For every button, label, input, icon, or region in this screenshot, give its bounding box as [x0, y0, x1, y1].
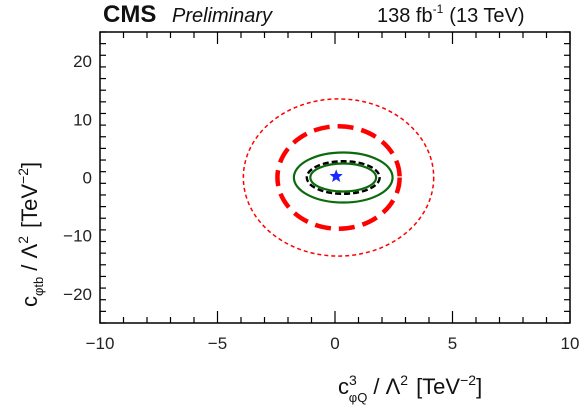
y-label-scale: / Λ [17, 243, 42, 270]
x-label-scale: / Λ [373, 374, 400, 399]
contour-lines [242, 98, 435, 257]
y-axis-label: cφtb / Λ2 [TeV−2] [15, 162, 46, 307]
x-label-unit-close: ] [476, 374, 482, 399]
lumi-exponent: -1 [433, 2, 444, 16]
best-fit-star [329, 169, 343, 182]
x-label-sup: 3 [349, 372, 357, 388]
x-label-scale-sup: 2 [400, 372, 408, 388]
contour-black-dashed [305, 160, 381, 195]
y-tick-label: −20 [63, 285, 92, 304]
y-label-sub: φtb [31, 277, 46, 296]
contour-green-outer [292, 151, 394, 204]
x-tick-label: −5 [208, 334, 227, 353]
x-label-unit: [TeV [416, 374, 460, 399]
contour-red-inner [275, 124, 402, 231]
lumi-value: 138 fb [377, 5, 433, 27]
x-label-unit-sup: −2 [460, 372, 476, 388]
contour-green-inner [309, 162, 378, 193]
best-fit-marker [329, 169, 343, 182]
y-tick-label: 10 [73, 110, 92, 129]
energy-label: (13 TeV) [449, 5, 524, 27]
y-label-unit-close: ] [17, 162, 42, 168]
lumi-label: 138 fb-1 (13 TeV) [377, 2, 525, 27]
experiment-label: CMS [103, 1, 156, 28]
y-label-scale-sup: 2 [15, 236, 31, 244]
y-label-unit-sup: −2 [15, 168, 31, 184]
tick-labels: −10 −5 0 5 10 −20 −10 0 10 20 [63, 52, 579, 353]
status-label: Preliminary [172, 5, 273, 27]
y-tick-label: −10 [63, 227, 92, 246]
x-label-coef: c [338, 374, 349, 399]
axis-ticks [99, 31, 571, 324]
y-label-coef: c [17, 296, 42, 307]
x-axis-label: c3 φQ / Λ2 [TeV−2] [338, 372, 482, 405]
x-tick-label: 10 [561, 334, 580, 353]
x-tick-label: −10 [86, 334, 115, 353]
y-tick-label: 0 [83, 169, 92, 188]
x-label-sub: φQ [349, 390, 368, 405]
x-tick-label: 0 [330, 334, 339, 353]
contour-red-outer [242, 98, 435, 257]
y-label-unit: [TeV [17, 184, 42, 228]
x-tick-label: 5 [448, 334, 457, 353]
y-tick-label: 20 [73, 52, 92, 71]
